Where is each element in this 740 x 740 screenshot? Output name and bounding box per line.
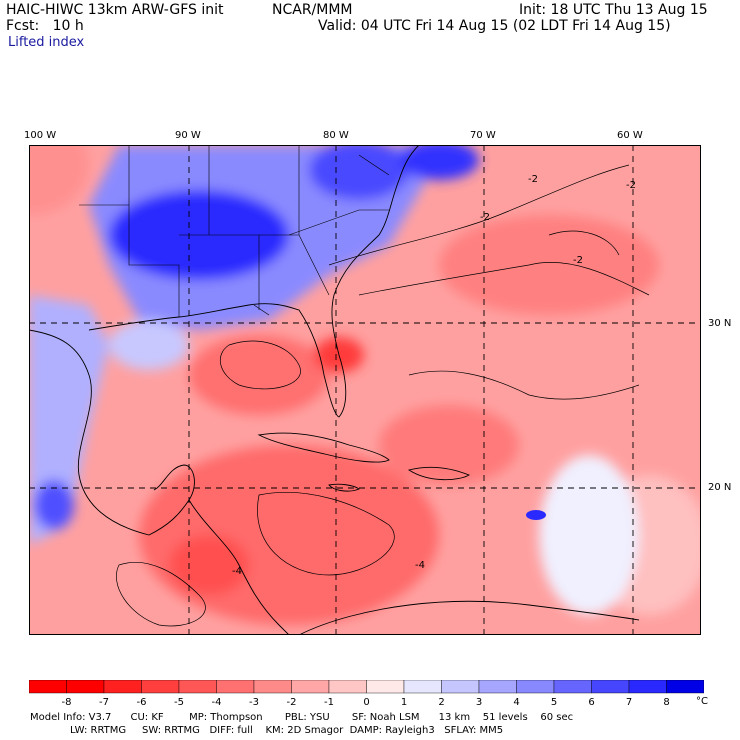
- colorbar-tick-label: 3: [475, 697, 483, 708]
- colorbar-box: [591, 680, 630, 694]
- colorbar-box: [441, 680, 480, 694]
- atlantic-unstable-area: [439, 215, 659, 315]
- colorbar-tick-label: 1: [400, 697, 408, 708]
- colorbar-tick-label: 0: [363, 697, 370, 708]
- colorbar-tick-label: -8: [61, 697, 72, 708]
- field-name: Lifted index: [8, 35, 85, 50]
- lon-label-60w: 60 W: [617, 130, 643, 141]
- colorbar-tick-label: -7: [99, 697, 109, 708]
- colorbar-box: [178, 680, 217, 694]
- colorbar-unit: °C: [696, 696, 708, 707]
- lon-label-70w: 70 W: [470, 130, 496, 141]
- valid-time: Valid: 04 UTC Fri 14 Aug 15 (02 LDT Fri …: [318, 18, 671, 34]
- colorbar-tick-label: 4: [513, 697, 520, 708]
- lifted-index-map: [29, 145, 701, 635]
- contour-label: -4: [232, 566, 242, 577]
- org-label: NCAR/MMM: [272, 2, 353, 18]
- forecast-hour: Fcst: 10 h: [6, 18, 84, 34]
- colorbar-box: [478, 680, 517, 694]
- contour-label: -4: [415, 560, 425, 571]
- colorbar-tick-label: 7: [625, 697, 633, 708]
- colorbar-box: [403, 680, 442, 694]
- model-info-line2: LW: RRTMG SW: RRTMG DIFF: full KM: 2D Sm…: [70, 725, 504, 736]
- central-america-coast: [188, 499, 290, 635]
- colorbar-box: [216, 680, 255, 694]
- colorbar-tick-label: 5: [550, 697, 558, 708]
- colorbar-box: [366, 680, 405, 694]
- south-america-coast: [298, 600, 640, 635]
- colorbar-tick-label: 2: [438, 697, 445, 708]
- colorbar-tick-label: -3: [249, 697, 259, 708]
- contour-label: -2: [626, 180, 636, 191]
- us-coastline: [88, 145, 420, 418]
- colorbar-tick-label: -2: [286, 697, 297, 708]
- colorbar-tick-label: -4: [211, 697, 222, 708]
- model-title: HAIC-HIWC 13km ARW-GFS init: [6, 2, 224, 18]
- colorbar-box: [666, 680, 704, 694]
- lon-label-80w: 80 W: [323, 130, 349, 141]
- colorbar-box: [253, 680, 292, 694]
- colorbar-tick-label: -1: [324, 697, 334, 708]
- lon-label-90w: 90 W: [175, 130, 201, 141]
- small-stable-cell: [526, 510, 546, 520]
- gulf-unstable-area: [189, 335, 329, 415]
- colorbar-tick-label: 6: [588, 697, 595, 708]
- colorbar-tick-label: 8: [663, 697, 670, 708]
- colorbar-tick-label: -6: [136, 697, 147, 708]
- colorbar: [29, 680, 704, 694]
- contour-label: -2: [528, 174, 538, 185]
- contour-line: [328, 164, 630, 266]
- colorbar-tick-label: -5: [174, 697, 184, 708]
- colorbar-box: [141, 680, 180, 694]
- colorbar-box: [628, 680, 667, 694]
- colorbar-box: [516, 680, 555, 694]
- colorbar-box: [103, 680, 142, 694]
- lon-label-100w: 100 W: [24, 130, 57, 141]
- gulf-coast-west: [29, 329, 195, 536]
- colorbar-box: [66, 680, 105, 694]
- map-frame: [29, 145, 701, 635]
- lat-label-20n: 20 N: [708, 482, 732, 493]
- init-time: Init: 18 UTC Thu 13 Aug 15: [519, 2, 708, 18]
- hispaniola-coastline: [407, 466, 471, 481]
- contour-label: -2: [573, 255, 583, 266]
- lat-label-30n: 30 N: [708, 318, 732, 329]
- model-info-line1: Model Info: V3.7 CU: KF MP: Thompson PBL…: [30, 712, 574, 723]
- cuba-coastline: [257, 432, 390, 463]
- colorbar-box: [291, 680, 330, 694]
- contour-label: -2: [480, 212, 490, 223]
- colorbar-box: [328, 680, 367, 694]
- colorbar-box: [29, 680, 67, 694]
- colorbar-box: [553, 680, 592, 694]
